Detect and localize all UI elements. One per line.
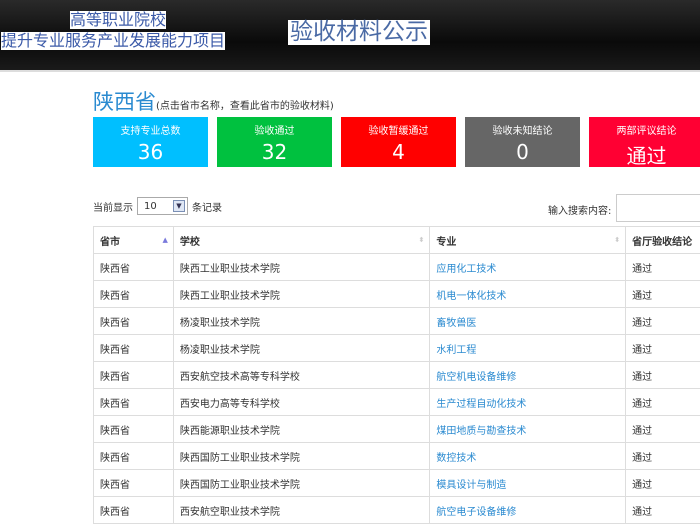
cell-major-link[interactable]: 航空电子设备维修 — [430, 497, 626, 524]
cell-province: 陕西省 — [94, 443, 174, 470]
cell-result: 通过 — [626, 362, 700, 389]
cell-result: 通过 — [626, 443, 700, 470]
column-header[interactable]: 省厅验收结论 — [626, 227, 700, 254]
cell-school: 西安电力高等专科学校 — [173, 389, 430, 416]
stat-label: 验收通过 — [217, 122, 332, 137]
stat-card[interactable]: 两部评议结论通过 — [589, 117, 700, 167]
length-control: 当前显示 10 ▼ 条记录 — [93, 197, 222, 215]
cell-result: 通过 — [626, 470, 700, 497]
header-title: 验收材料公示 — [288, 20, 430, 45]
table-row: 陕西省陕西能源职业技术学院煤田地质与勘查技术通过 — [94, 416, 700, 443]
cell-major-link[interactable]: 机电一体化技术 — [430, 281, 626, 308]
table-row: 陕西省杨凌职业技术学院畜牧兽医通过 — [94, 308, 700, 335]
cell-province: 陕西省 — [94, 416, 174, 443]
cell-result: 通过 — [626, 308, 700, 335]
table-row: 陕西省陕西工业职业技术学院应用化工技术通过 — [94, 254, 700, 281]
header-line1: 高等职业院校 — [70, 11, 166, 29]
table-row: 陕西省陕西国防工业职业技术学院模具设计与制造通过 — [94, 470, 700, 497]
stat-card[interactable]: 支持专业总数 36 — [93, 117, 208, 167]
cell-school: 陕西国防工业职业技术学院 — [173, 470, 430, 497]
cell-result: 通过 — [626, 335, 700, 362]
column-header-label: 省厅验收结论 — [632, 237, 692, 248]
cell-result: 通过 — [626, 416, 700, 443]
cell-major-link[interactable]: 生产过程自动化技术 — [430, 389, 626, 416]
stat-value: 32 — [217, 140, 332, 164]
cell-major-link[interactable]: 数控技术 — [430, 443, 626, 470]
page-title: 陕西省(点击省市名称，查看此省市的验收材料) — [93, 86, 334, 116]
cell-province: 陕西省 — [94, 308, 174, 335]
page-length-select[interactable]: 10 ▼ — [137, 197, 188, 215]
cell-result: 通过 — [626, 389, 700, 416]
cell-school: 陕西能源职业技术学院 — [173, 416, 430, 443]
column-header-label: 专业 — [436, 237, 456, 248]
stat-card[interactable]: 验收未知结论 0 — [465, 117, 580, 167]
cell-province: 陕西省 — [94, 470, 174, 497]
cell-major-link[interactable]: 航空机电设备维修 — [430, 362, 626, 389]
search-input[interactable] — [616, 194, 700, 222]
stat-value: 4 — [341, 140, 456, 164]
column-header[interactable]: 专业 ⬍ — [430, 227, 626, 254]
cell-province: 陕西省 — [94, 362, 174, 389]
cell-province: 陕西省 — [94, 389, 174, 416]
cell-result: 通过 — [626, 281, 700, 308]
cell-school: 杨凌职业技术学院 — [173, 308, 430, 335]
cell-school: 陕西国防工业职业技术学院 — [173, 443, 430, 470]
cell-school: 西安航空技术高等专科学校 — [173, 362, 430, 389]
cell-school: 陕西工业职业技术学院 — [173, 281, 430, 308]
stat-label: 两部评议结论 — [589, 122, 700, 137]
column-header[interactable]: 学校 ⬍ — [173, 227, 430, 254]
stat-value: 0 — [465, 140, 580, 164]
province-name[interactable]: 陕西省 — [93, 90, 156, 114]
header-line2: 提升专业服务产业发展能力项目 — [1, 32, 225, 50]
column-header-label: 学校 — [180, 237, 200, 248]
cell-province: 陕西省 — [94, 254, 174, 281]
column-header[interactable]: 省市 ▲ — [94, 227, 174, 254]
cell-school: 西安航空职业技术学院 — [173, 497, 430, 524]
stat-label: 验收暂缓通过 — [341, 122, 456, 137]
cell-province: 陕西省 — [94, 281, 174, 308]
page-length-value: 10 — [144, 201, 157, 212]
stat-card[interactable]: 验收暂缓通过 4 — [341, 117, 456, 167]
stat-value: 36 — [93, 140, 208, 164]
cell-major-link[interactable]: 煤田地质与勘查技术 — [430, 416, 626, 443]
sort-icon: ⬍ — [614, 236, 620, 244]
results-table: 省市▲学校⬍专业⬍省厅验收结论 陕西省陕西工业职业技术学院应用化工技术通过陕西省… — [93, 226, 700, 524]
stat-label: 验收未知结论 — [465, 122, 580, 137]
length-suffix: 条记录 — [192, 199, 222, 214]
cell-result: 通过 — [626, 497, 700, 524]
length-prefix: 当前显示 — [93, 199, 133, 214]
page-hint: (点击省市名称，查看此省市的验收材料) — [156, 101, 334, 112]
stat-label: 支持专业总数 — [93, 122, 208, 137]
search-label: 输入搜索内容: — [548, 202, 611, 217]
cell-province: 陕西省 — [94, 497, 174, 524]
sort-icon: ⬍ — [419, 236, 425, 244]
table-row: 陕西省杨凌职业技术学院水利工程通过 — [94, 335, 700, 362]
stat-card[interactable]: 验收通过 32 — [217, 117, 332, 167]
table-row: 陕西省陕西国防工业职业技术学院数控技术通过 — [94, 443, 700, 470]
cell-result: 通过 — [626, 254, 700, 281]
table-row: 陕西省西安航空技术高等专科学校航空机电设备维修通过 — [94, 362, 700, 389]
header-banner: 高等职业院校 提升专业服务产业发展能力项目 验收材料公示 — [0, 0, 700, 72]
cell-major-link[interactable]: 畜牧兽医 — [430, 308, 626, 335]
table-row: 陕西省西安航空职业技术学院航空电子设备维修通过 — [94, 497, 700, 524]
stat-value: 通过 — [589, 140, 700, 169]
column-header-label: 省市 — [100, 237, 120, 248]
cell-school: 陕西工业职业技术学院 — [173, 254, 430, 281]
cell-school: 杨凌职业技术学院 — [173, 335, 430, 362]
cell-major-link[interactable]: 模具设计与制造 — [430, 470, 626, 497]
table-row: 陕西省西安电力高等专科学校生产过程自动化技术通过 — [94, 389, 700, 416]
table-row: 陕西省陕西工业职业技术学院机电一体化技术通过 — [94, 281, 700, 308]
sort-asc-icon: ▲ — [162, 236, 167, 244]
cell-major-link[interactable]: 应用化工技术 — [430, 254, 626, 281]
cell-major-link[interactable]: 水利工程 — [430, 335, 626, 362]
cell-province: 陕西省 — [94, 335, 174, 362]
chevron-down-icon: ▼ — [173, 200, 185, 212]
